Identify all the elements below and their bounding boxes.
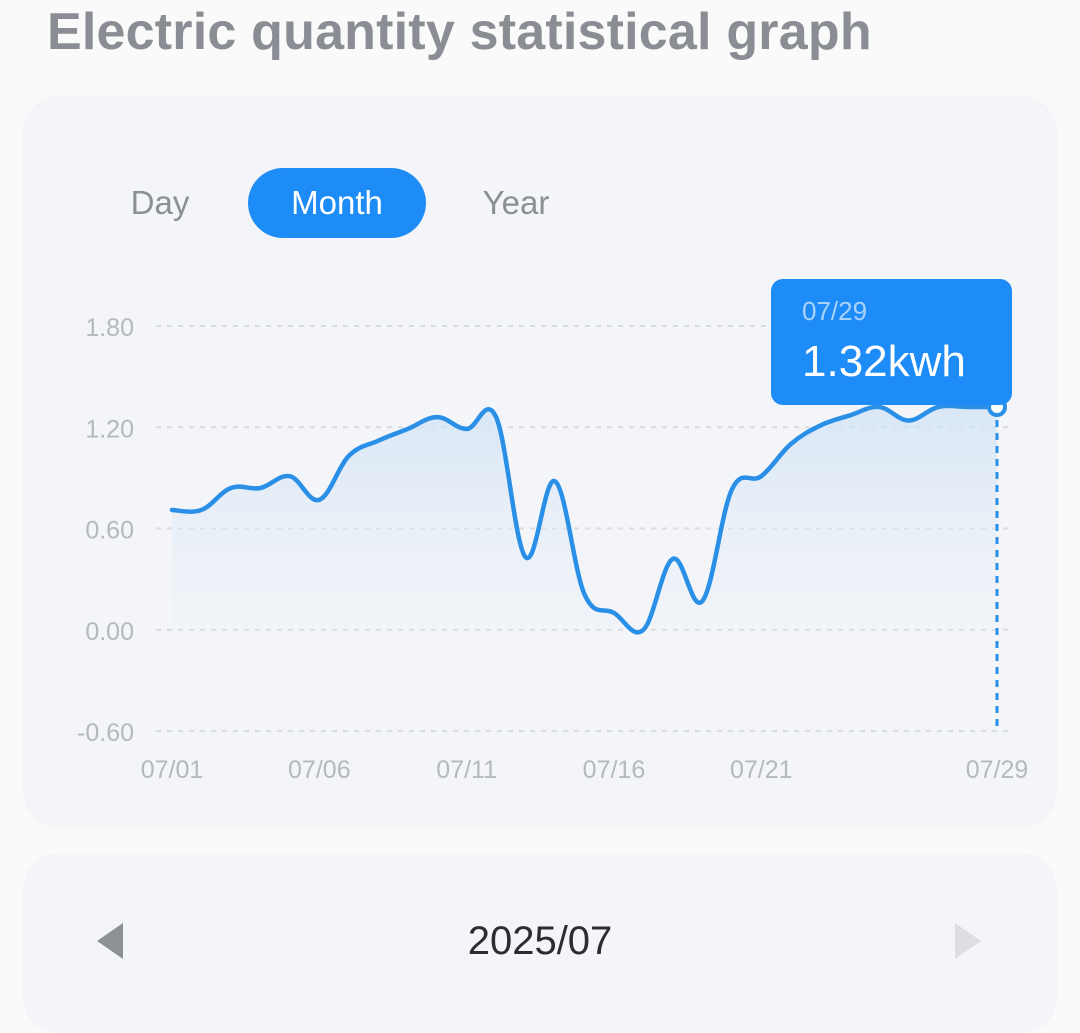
data-point-07-17[interactable] [640,627,646,633]
area-fill [172,405,997,633]
period-selector-card: 2025/07 [23,853,1057,1033]
y-tick-label: 1.80 [85,314,134,342]
period-label: 2025/07 [467,919,613,963]
tooltip-value: 1.32kwh [802,337,966,386]
data-point-07-15[interactable] [582,591,588,597]
data-point-07-03[interactable] [228,485,234,491]
data-point-07-23[interactable] [817,423,823,429]
x-tick-label: 07/21 [730,756,793,784]
tooltip-box [771,279,1012,405]
tab-year[interactable]: Year [482,184,550,221]
data-point-07-24[interactable] [847,412,853,418]
chart-card: Day Month Year 1.80 1.20 0.60 0.00 -0.60 07/0… [23,96,1057,828]
y-tick-label: -0.60 [77,719,134,747]
data-point-07-14[interactable] [552,478,558,484]
data-point-07-19[interactable] [699,598,705,604]
data-point-07-20[interactable] [729,487,735,493]
data-point-07-16[interactable] [611,610,617,616]
data-point-07-13[interactable] [523,554,529,560]
data-point-07-11[interactable] [464,426,470,432]
tooltip-date: 07/29 [802,296,867,326]
y-tick-label: 0.60 [85,517,134,545]
data-point-07-26[interactable] [906,418,912,424]
triangle-left-icon[interactable] [97,923,123,959]
data-point-07-08[interactable] [375,438,381,444]
data-point-07-10[interactable] [434,414,440,420]
tab-day[interactable]: Day [130,184,190,221]
x-tick-label: 07/06 [288,756,351,784]
tab-month[interactable]: Month [248,168,426,238]
data-point-07-04[interactable] [257,485,263,491]
data-point-07-06[interactable] [316,497,322,503]
x-tick-label: 07/16 [583,756,646,784]
data-point-07-02[interactable] [198,507,204,513]
y-tick-label: 0.00 [85,618,134,646]
series-line [169,403,1000,635]
data-point-07-22[interactable] [788,441,794,447]
page-title: Electric quantity statistical graph [47,3,872,61]
data-point-07-21[interactable] [758,473,764,479]
x-tick-label: 07/11 [436,756,497,784]
data-point-07-18[interactable] [670,556,676,562]
period-tabs: Day Month Year [23,168,1057,238]
value-tooltip: 07/29 1.32kwh [771,279,1012,405]
y-tick-label: 1.20 [85,415,134,443]
data-point-07-07[interactable] [346,453,352,459]
triangle-right-icon[interactable] [955,923,981,959]
data-point-07-12[interactable] [493,414,499,420]
data-point-07-09[interactable] [405,426,411,432]
data-point-07-01[interactable] [169,507,175,513]
x-tick-label: 07/29 [966,756,1029,784]
data-point-07-05[interactable] [287,473,293,479]
x-tick-label: 07/01 [141,756,204,784]
